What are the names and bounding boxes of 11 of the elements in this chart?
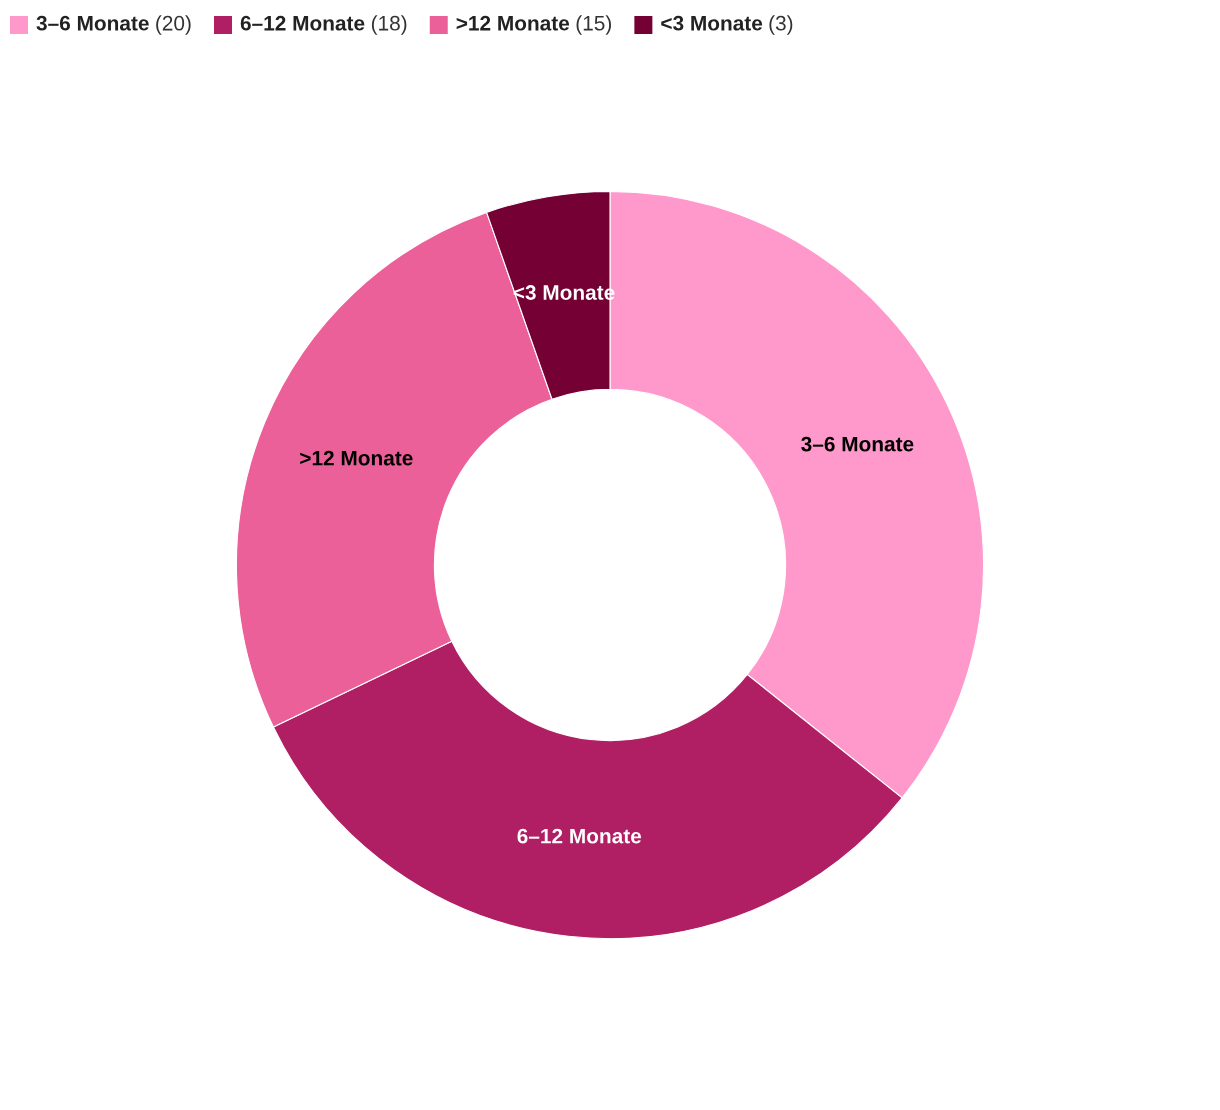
slice-label: 3–6 Monate <box>801 436 914 452</box>
data-label: (18) <box>371 15 407 35</box>
legend-label: 6–12 Monate <box>240 15 365 31</box>
slice-label: >12 Monate <box>300 450 413 466</box>
legend-label: >12 Monate <box>456 15 570 31</box>
data-label: (3) <box>769 15 793 35</box>
data-label: (20) <box>156 15 191 35</box>
legend-label: 3–6 Monate <box>36 15 149 31</box>
slice-label: 6–12 Monate <box>517 828 642 844</box>
legend-label: <3 Monate <box>661 15 763 31</box>
data-label: (15) <box>576 15 612 35</box>
